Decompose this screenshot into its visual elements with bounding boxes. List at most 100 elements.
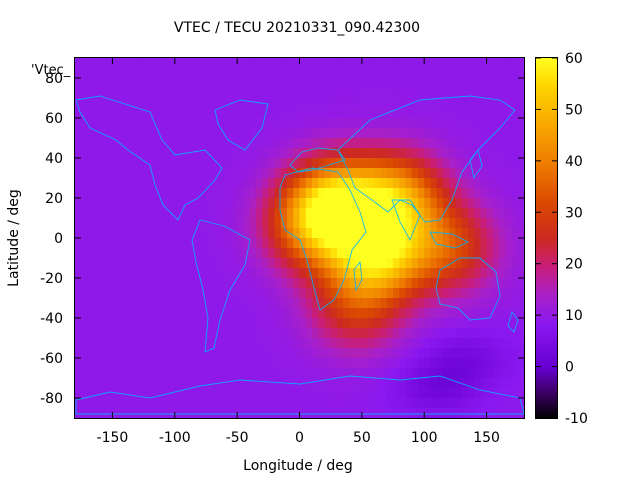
heatmap-cell (106, 268, 114, 279)
heatmap-cell (411, 138, 419, 149)
heatmap-cell (218, 278, 226, 289)
heatmap-cell (386, 288, 394, 299)
heatmap-cell (480, 288, 488, 299)
heatmap-cell (455, 288, 463, 299)
heatmap-cell (187, 148, 195, 159)
heatmap-cell (511, 158, 519, 169)
heatmap-cell (143, 98, 151, 109)
heatmap-cell (399, 308, 407, 319)
heatmap-cell (280, 288, 288, 299)
heatmap-cell (480, 208, 488, 219)
heatmap-cell (405, 408, 413, 419)
heatmap-cell (87, 68, 95, 79)
heatmap-cell (137, 78, 145, 89)
heatmap-cell (174, 138, 182, 149)
heatmap-cell (118, 358, 126, 369)
heatmap-cell (156, 398, 163, 409)
heatmap-cell (386, 168, 394, 179)
heatmap-cell (343, 188, 350, 199)
heatmap-cell (405, 208, 413, 219)
heatmap-cell (262, 228, 269, 239)
heatmap-cell (181, 78, 188, 89)
heatmap-cell (361, 338, 369, 349)
heatmap-cell (492, 118, 500, 129)
heatmap-cell (87, 218, 95, 229)
heatmap-cell (399, 118, 407, 129)
heatmap-cell (287, 188, 294, 199)
heatmap-cell (474, 98, 481, 109)
heatmap-cell (480, 108, 488, 119)
heatmap-cell (330, 218, 338, 229)
heatmap-cell (287, 158, 294, 169)
heatmap-cell (230, 338, 238, 349)
heatmap-cell (143, 188, 151, 199)
heatmap-cell (430, 68, 438, 79)
heatmap-cell (299, 338, 307, 349)
heatmap-cell (112, 218, 120, 229)
heatmap-cell (81, 388, 89, 399)
heatmap-cell (517, 378, 525, 389)
heatmap-cell (212, 368, 220, 379)
heatmap-cell (124, 188, 132, 199)
heatmap-cell (224, 118, 232, 129)
heatmap-cell (355, 108, 363, 119)
heatmap-cell (499, 368, 506, 379)
heatmap-cell (205, 238, 213, 249)
heatmap-cell (330, 248, 338, 259)
heatmap-cell (112, 288, 120, 299)
heatmap-cell (162, 128, 170, 139)
heatmap-cell (149, 348, 157, 359)
heatmap-cell (461, 368, 469, 379)
heatmap-cell (255, 188, 263, 199)
heatmap-cell (205, 198, 213, 209)
heatmap-cell (143, 308, 151, 319)
heatmap-cell (449, 318, 457, 329)
heatmap-cell (199, 328, 207, 339)
heatmap-cell (517, 218, 525, 229)
heatmap-cell (274, 398, 282, 409)
heatmap-cell (430, 338, 438, 349)
heatmap-cell (255, 328, 263, 339)
heatmap-cell (81, 408, 89, 419)
heatmap-cell (336, 188, 344, 199)
heatmap-cell (324, 378, 332, 389)
heatmap-cell (268, 58, 276, 69)
heatmap-cell (430, 228, 438, 239)
heatmap-cell (293, 68, 301, 79)
heatmap-cell (243, 348, 251, 359)
heatmap-cell (430, 308, 438, 319)
heatmap-cell (311, 208, 319, 219)
heatmap-cell (424, 148, 432, 159)
heatmap-cell (480, 128, 488, 139)
heatmap-cell (112, 348, 120, 359)
heatmap-cell (156, 208, 163, 219)
heatmap-cell (212, 348, 220, 359)
heatmap-cell (230, 198, 238, 209)
heatmap-cell (149, 118, 157, 129)
heatmap-cell (349, 268, 357, 279)
heatmap-cell (93, 148, 101, 159)
heatmap-cell (156, 198, 163, 209)
heatmap-cell (212, 88, 220, 99)
heatmap-cell (517, 168, 525, 179)
heatmap-cell (417, 108, 425, 119)
heatmap-cell (393, 98, 400, 109)
heatmap-cell (181, 368, 188, 379)
heatmap-cell (187, 158, 195, 169)
heatmap-cell (187, 118, 195, 129)
heatmap-cell (349, 128, 357, 139)
heatmap-cell (168, 78, 176, 89)
heatmap-cell (461, 378, 469, 389)
heatmap-cell (449, 128, 457, 139)
heatmap-cell (212, 408, 220, 419)
heatmap-cell (199, 338, 207, 349)
heatmap-cell (399, 258, 407, 269)
heatmap-cell (411, 408, 419, 419)
heatmap-cell (480, 328, 488, 339)
heatmap-cell (274, 408, 282, 419)
heatmap-cell (287, 178, 294, 189)
heatmap-cell (193, 368, 201, 379)
heatmap-cell (293, 408, 301, 419)
heatmap-cell (330, 108, 338, 119)
